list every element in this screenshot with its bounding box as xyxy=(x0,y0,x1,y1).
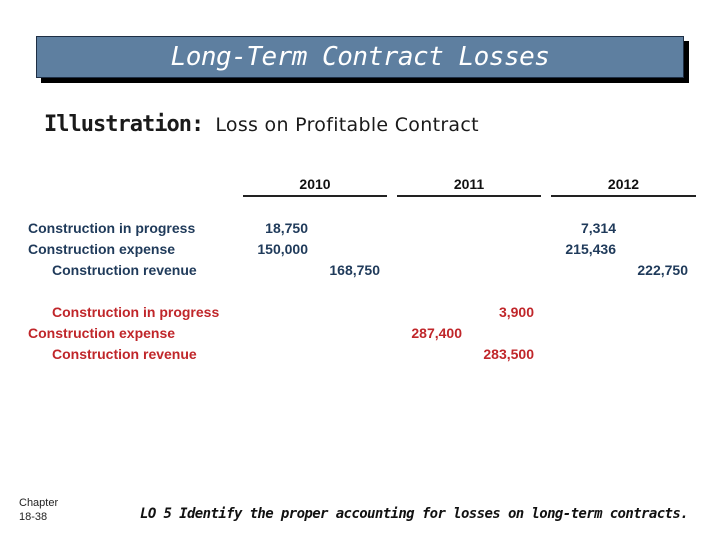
row-label-cip-2: Construction in progress xyxy=(52,304,220,320)
cell-2010-cr-revenue: 168,750 xyxy=(329,262,380,278)
row-label-cip-1: Construction in progress xyxy=(28,220,196,236)
row-label-expense-2: Construction expense xyxy=(28,325,176,341)
cell-2011-cr-cip: 3,900 xyxy=(498,304,534,320)
row-label-expense-1: Construction expense xyxy=(28,241,176,257)
illustration-text: Loss on Profitable Contract xyxy=(215,114,479,136)
chapter-text: Chapter xyxy=(19,497,59,509)
cell-2010-dr-expense: 150,000 xyxy=(257,241,308,257)
cell-2012-cr-revenue: 222,750 xyxy=(637,262,688,278)
row-label-revenue-2: Construction revenue xyxy=(52,346,197,362)
cell-2011-cr-revenue: 283,500 xyxy=(483,346,534,362)
row-label-revenue-1: Construction revenue xyxy=(52,262,197,278)
learning-objective: LO 5 Identify the proper accounting for … xyxy=(140,506,689,522)
illustration-label: Illustration: xyxy=(44,112,204,137)
cell-2010-dr-cip: 18,750 xyxy=(265,220,308,236)
chapter-label: Chapter 18-38 xyxy=(19,496,58,524)
cell-2011-dr-expense: 287,400 xyxy=(411,325,462,341)
page-number: 18-38 xyxy=(19,511,48,523)
title-banner: Long-Term Contract Losses xyxy=(36,36,684,78)
cell-2012-dr-cip: 7,314 xyxy=(580,220,616,236)
year-header-2010: 2010 xyxy=(243,176,387,197)
year-header-2011: 2011 xyxy=(397,176,541,197)
slide-title: Long-Term Contract Losses xyxy=(170,42,550,72)
illustration-heading: Illustration: Loss on Profitable Contrac… xyxy=(44,112,479,137)
cell-2012-dr-expense: 215,436 xyxy=(565,241,616,257)
year-header-2012: 2012 xyxy=(551,176,696,197)
